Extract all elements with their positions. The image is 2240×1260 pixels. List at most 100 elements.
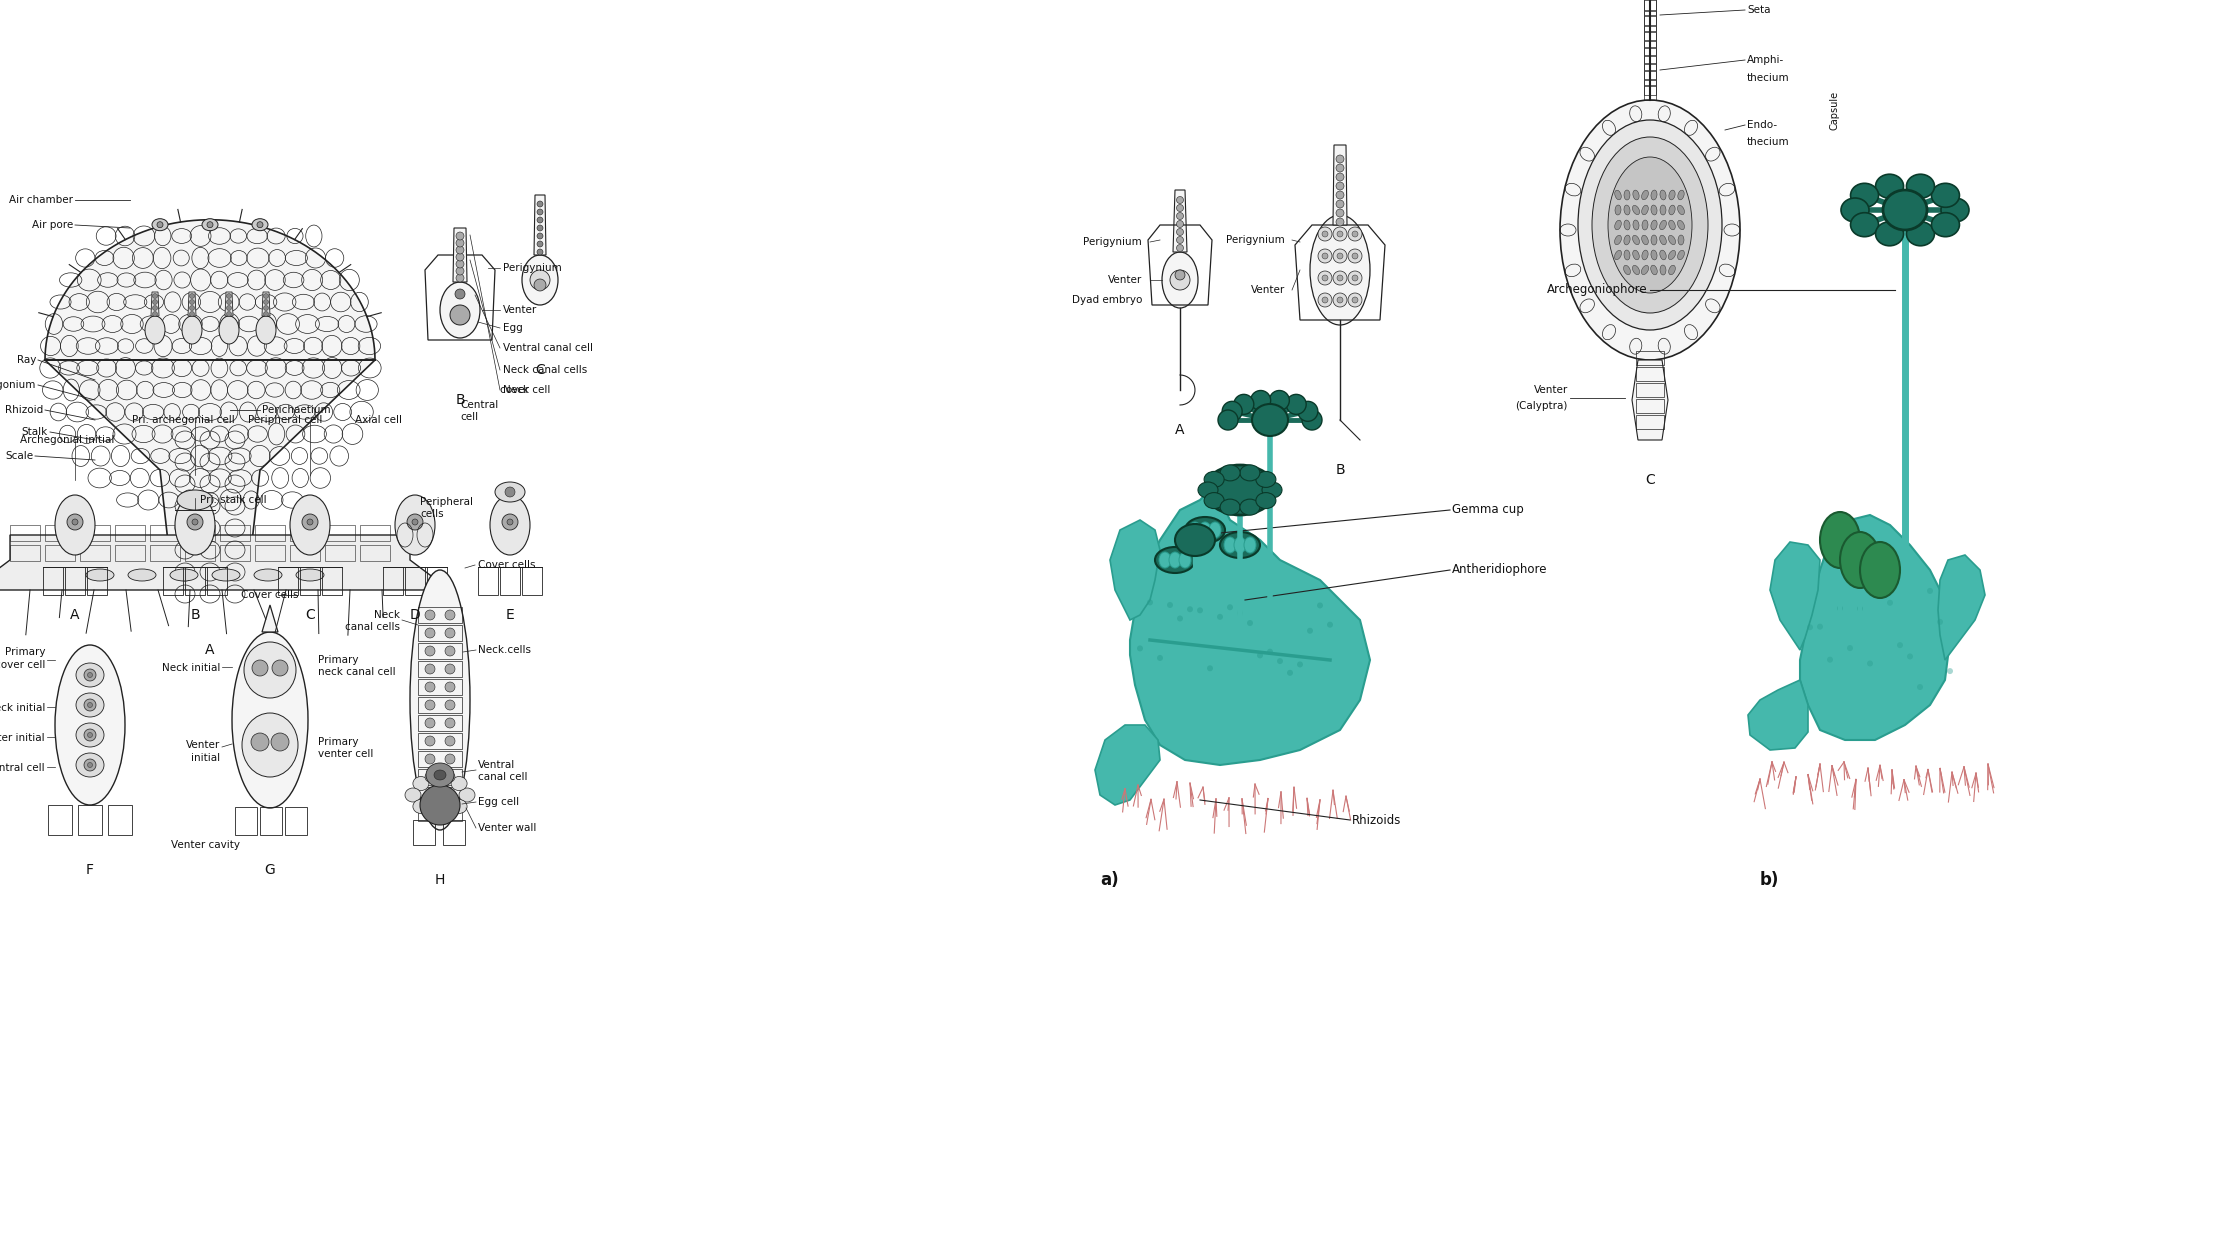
Bar: [1644, 16, 1655, 32]
Ellipse shape: [1176, 237, 1183, 243]
Ellipse shape: [152, 294, 157, 299]
Text: C: C: [535, 363, 544, 377]
Ellipse shape: [426, 808, 435, 818]
Text: Ventral canal cell: Ventral canal cell: [504, 343, 594, 353]
Text: Primary: Primary: [318, 737, 358, 747]
Text: Ventral: Ventral: [477, 760, 515, 770]
Ellipse shape: [1926, 588, 1933, 593]
Text: Archegoniophore: Archegoniophore: [1548, 284, 1649, 296]
Ellipse shape: [1221, 465, 1241, 481]
Ellipse shape: [1808, 624, 1812, 630]
Text: Dyad embryo: Dyad embryo: [1071, 295, 1142, 305]
Ellipse shape: [450, 799, 468, 814]
Text: cell: cell: [459, 412, 477, 422]
Text: Neck.cells: Neck.cells: [477, 645, 531, 655]
Ellipse shape: [1185, 517, 1225, 543]
Ellipse shape: [1248, 620, 1252, 626]
Ellipse shape: [446, 664, 455, 674]
Text: F: F: [85, 863, 94, 877]
Ellipse shape: [213, 570, 240, 581]
Ellipse shape: [538, 241, 542, 247]
Text: Venter: Venter: [186, 740, 220, 750]
Ellipse shape: [1156, 547, 1194, 573]
Bar: [108, 805, 132, 835]
Ellipse shape: [1335, 155, 1344, 163]
Ellipse shape: [1348, 271, 1362, 285]
Bar: [419, 714, 461, 731]
Ellipse shape: [1277, 658, 1284, 664]
Text: B: B: [190, 609, 199, 622]
Ellipse shape: [264, 305, 269, 310]
Ellipse shape: [1633, 205, 1640, 214]
Ellipse shape: [1624, 190, 1631, 200]
Ellipse shape: [1624, 249, 1631, 260]
Ellipse shape: [1335, 173, 1344, 181]
Bar: [361, 525, 390, 541]
Ellipse shape: [190, 311, 195, 316]
Text: Central cell: Central cell: [0, 764, 45, 772]
Ellipse shape: [1241, 465, 1259, 481]
Bar: [186, 546, 215, 561]
Ellipse shape: [538, 202, 542, 207]
Text: H: H: [435, 873, 446, 887]
Text: Venter cavity: Venter cavity: [170, 840, 240, 851]
Ellipse shape: [76, 693, 103, 717]
Ellipse shape: [255, 316, 276, 344]
Ellipse shape: [455, 289, 466, 299]
Bar: [9, 525, 40, 541]
Ellipse shape: [76, 753, 103, 777]
Text: (Calyptra): (Calyptra): [1516, 401, 1568, 411]
Ellipse shape: [1333, 249, 1346, 263]
Text: Perigynium: Perigynium: [1084, 237, 1142, 247]
Text: Primary: Primary: [318, 655, 358, 665]
Text: Pri. archegonial cell: Pri. archegonial cell: [132, 415, 235, 425]
Ellipse shape: [1337, 231, 1344, 237]
Bar: [220, 525, 251, 541]
Ellipse shape: [190, 294, 195, 299]
Bar: [419, 769, 461, 785]
Bar: [1644, 0, 1655, 15]
Bar: [284, 806, 307, 835]
Text: Endo-: Endo-: [1747, 120, 1776, 130]
Ellipse shape: [128, 570, 157, 581]
Ellipse shape: [1669, 236, 1676, 244]
Ellipse shape: [177, 490, 213, 510]
Text: Venter wall: Venter wall: [477, 823, 535, 833]
Ellipse shape: [1198, 522, 1212, 538]
Bar: [419, 788, 461, 803]
Bar: [1644, 48, 1655, 63]
Bar: [235, 806, 258, 835]
Text: Archegonial initial: Archegonial initial: [20, 435, 114, 445]
Ellipse shape: [251, 733, 269, 751]
Text: Neck: Neck: [374, 610, 401, 620]
Text: G: G: [264, 863, 276, 877]
Polygon shape: [262, 605, 278, 633]
Ellipse shape: [457, 239, 464, 247]
Ellipse shape: [1353, 253, 1357, 260]
Ellipse shape: [1234, 394, 1254, 415]
Bar: [81, 546, 110, 561]
Ellipse shape: [1678, 251, 1684, 260]
Ellipse shape: [1147, 600, 1154, 605]
Ellipse shape: [1615, 251, 1622, 260]
Ellipse shape: [244, 643, 296, 698]
Ellipse shape: [1337, 275, 1344, 281]
Ellipse shape: [457, 232, 464, 239]
Ellipse shape: [226, 300, 231, 305]
Ellipse shape: [412, 799, 428, 814]
Ellipse shape: [446, 610, 455, 620]
Ellipse shape: [426, 718, 435, 728]
Ellipse shape: [1577, 120, 1723, 330]
Ellipse shape: [1678, 190, 1684, 200]
Ellipse shape: [1615, 190, 1622, 200]
Ellipse shape: [186, 514, 204, 530]
Ellipse shape: [1850, 213, 1879, 237]
Bar: [1635, 383, 1664, 397]
Ellipse shape: [1624, 205, 1631, 215]
Ellipse shape: [1322, 297, 1328, 302]
Ellipse shape: [1875, 174, 1904, 198]
Ellipse shape: [1348, 294, 1362, 307]
Ellipse shape: [1897, 643, 1904, 648]
Text: b): b): [1761, 871, 1779, 890]
Ellipse shape: [87, 732, 92, 737]
